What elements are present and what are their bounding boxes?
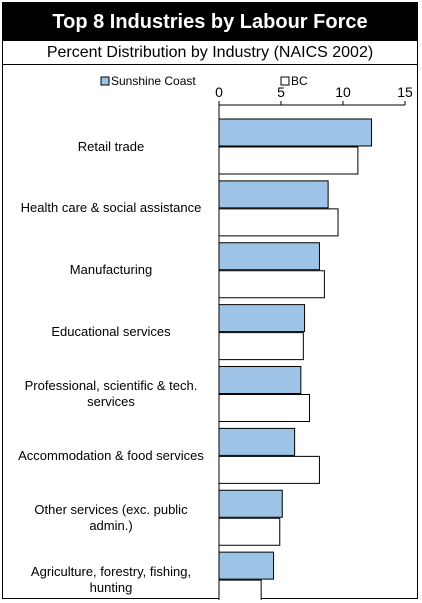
chart-frame: Top 8 Industries by Labour Force Percent…: [2, 2, 418, 600]
x-tick-label: 15: [397, 84, 413, 100]
bar-chart: 0 5 10 15 Sunshine Coast BC: [100, 74, 413, 600]
x-tick-label: 5: [277, 84, 285, 100]
category-label: Accommodation & food services: [18, 447, 204, 463]
chart-subtitle: Percent Distribution by Industry (NAICS …: [3, 41, 417, 65]
bar: [218, 270, 325, 299]
bar: [218, 242, 320, 271]
bar: [218, 455, 320, 484]
bar: [218, 208, 339, 237]
category-label: Health care & social assistance: [20, 200, 202, 216]
legend-label: Sunshine Coast: [111, 74, 196, 88]
bar: [218, 146, 359, 175]
bar: [218, 366, 302, 394]
bar: [218, 394, 311, 422]
bar: [218, 489, 283, 518]
legend-label: BC: [291, 74, 308, 88]
legend-swatch: [100, 76, 110, 86]
bar: [218, 427, 296, 456]
x-tick-label: 0: [215, 84, 223, 100]
category-label: Professional, scientific & tech. service…: [24, 378, 198, 409]
bar: [218, 180, 329, 209]
category-label: Educational services: [51, 324, 171, 340]
category-label: Other services (exc. public admin.): [34, 501, 188, 533]
category-label: Agriculture, forestry, fishing, hunting: [30, 563, 192, 595]
bar: [218, 332, 304, 361]
x-tick-label: 10: [335, 84, 351, 100]
legend-swatch: [280, 76, 290, 86]
bar: [218, 118, 373, 147]
bar: [218, 551, 275, 580]
category-label: Manufacturing: [69, 262, 153, 278]
chart-title: Top 8 Industries by Labour Force: [3, 3, 417, 41]
bar: [218, 579, 262, 600]
bar: [218, 517, 281, 546]
bar: [218, 304, 306, 333]
category-label: Retail trade: [77, 138, 145, 154]
